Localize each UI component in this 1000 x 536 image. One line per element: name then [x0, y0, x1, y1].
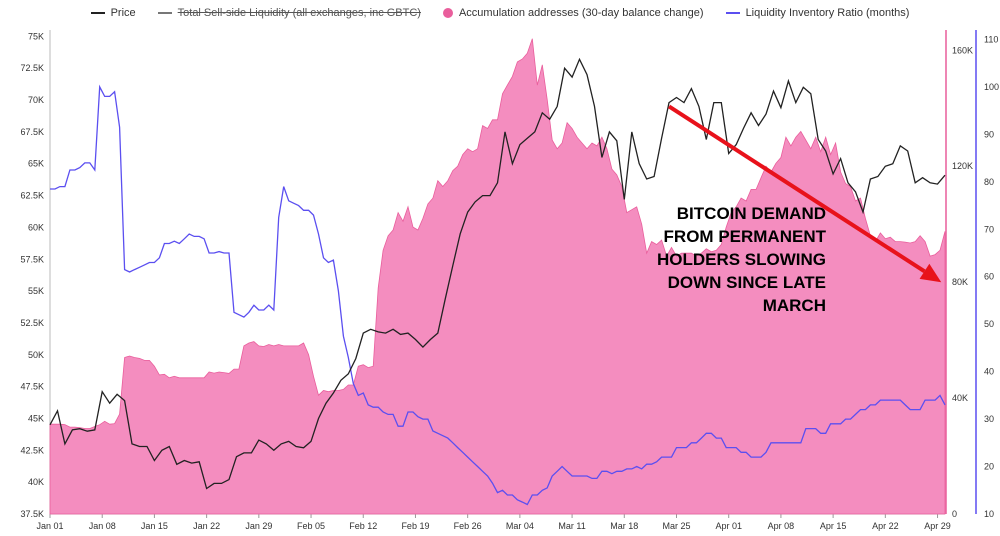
- x-tick-label: Jan 22: [193, 521, 220, 531]
- y-left-tick: 50K: [28, 350, 44, 360]
- annotation-arrow-head: [919, 263, 942, 283]
- x-tick-label: Apr 29: [924, 521, 951, 531]
- y-left-tick: 42.5K: [20, 445, 44, 455]
- x-tick-label: Jan 29: [245, 521, 272, 531]
- x-tick-label: Mar 11: [558, 521, 585, 531]
- legend-swatch: [725, 12, 740, 14]
- x-tick-label: Apr 22: [872, 521, 899, 531]
- y-right-tick: 20: [984, 462, 994, 472]
- legend-item-1[interactable]: Total Sell-side Liquidity (all exchanges…: [157, 4, 421, 22]
- y-left-tick: 57.5K: [20, 254, 44, 264]
- legend-swatch: [442, 8, 453, 18]
- annotation-line: FROM PERMANENT: [664, 227, 827, 246]
- y-mid-tick: 160K: [952, 45, 973, 55]
- liquidity-ratio-line: [50, 84, 946, 506]
- x-tick-label: Apr 01: [715, 521, 742, 531]
- legend-label: Accumulation addresses (30-day balance c…: [458, 7, 704, 19]
- y-left-tick: 67.5K: [20, 127, 44, 137]
- annotation-line: HOLDERS SLOWING: [657, 250, 826, 269]
- y-left-tick: 45K: [28, 413, 44, 423]
- accumulation-area: [49, 38, 946, 515]
- x-tick-label: Mar 18: [610, 521, 638, 531]
- x-tick-label: Mar 04: [506, 521, 534, 531]
- y-left-tick: 62.5K: [20, 191, 44, 201]
- y-left-tick: 72.5K: [20, 63, 44, 73]
- y-mid-tick: 120K: [952, 161, 973, 171]
- x-tick-label: Feb 19: [401, 521, 429, 531]
- y-mid-tick: 40K: [952, 393, 968, 403]
- x-tick-label: Mar 25: [662, 521, 690, 531]
- y-right-tick: 30: [984, 414, 994, 424]
- legend-item-0[interactable]: Price: [90, 4, 136, 22]
- y-left-tick: 47.5K: [20, 382, 44, 392]
- y-left-tick: 40K: [28, 477, 44, 487]
- x-tick-label: Jan 15: [141, 521, 168, 531]
- y-left-tick: 70K: [28, 95, 44, 105]
- y-right-tick: 80: [984, 177, 994, 187]
- annotation-line: DOWN SINCE LATE: [668, 273, 826, 292]
- legend-item-3[interactable]: Liquidity Inventory Ratio (months): [725, 4, 910, 22]
- y-left-tick: 65K: [28, 159, 44, 169]
- y-left-tick: 75K: [28, 31, 44, 41]
- legend-item-2[interactable]: Accumulation addresses (30-day balance c…: [442, 4, 704, 22]
- y-right-tick: 40: [984, 367, 994, 377]
- x-tick-label: Apr 15: [820, 521, 847, 531]
- y-right-tick: 10: [984, 509, 994, 519]
- y-right-tick: 50: [984, 319, 994, 329]
- y-left-tick: 55K: [28, 286, 44, 296]
- y-left-tick: 52.5K: [20, 318, 44, 328]
- x-tick-label: Feb 12: [349, 521, 377, 531]
- y-right-tick: 100: [984, 82, 999, 92]
- x-tick-label: Feb 26: [454, 521, 482, 531]
- y-left-tick: 60K: [28, 222, 44, 232]
- y-right-tick: 110: [984, 34, 998, 44]
- legend-label: Price: [110, 7, 136, 19]
- y-left-tick: 37.5K: [20, 509, 44, 519]
- x-tick-label: Feb 05: [297, 521, 325, 531]
- legend-swatch: [157, 12, 172, 14]
- y-right-tick: 70: [984, 224, 994, 234]
- legend-swatch: [90, 12, 105, 14]
- y-mid-tick: 80K: [952, 277, 968, 287]
- price-line: [49, 57, 946, 490]
- x-tick-label: Apr 08: [768, 521, 795, 531]
- y-right-tick: 90: [984, 129, 994, 139]
- annotation-line: MARCH: [763, 296, 826, 315]
- y-mid-tick: 0: [952, 509, 957, 519]
- y-right-tick: 60: [984, 272, 994, 282]
- annotation-arrow-shaft: [667, 104, 926, 274]
- legend-label: Total Sell-side Liquidity (all exchanges…: [177, 7, 421, 19]
- chart-legend: Price Total Sell-side Liquidity (all exch…: [0, 4, 1000, 22]
- annotation-line: BITCOIN DEMAND: [677, 204, 826, 223]
- x-tick-label: Jan 01: [36, 521, 63, 531]
- x-tick-label: Jan 08: [89, 521, 116, 531]
- legend-label: Liquidity Inventory Ratio (months): [745, 7, 910, 19]
